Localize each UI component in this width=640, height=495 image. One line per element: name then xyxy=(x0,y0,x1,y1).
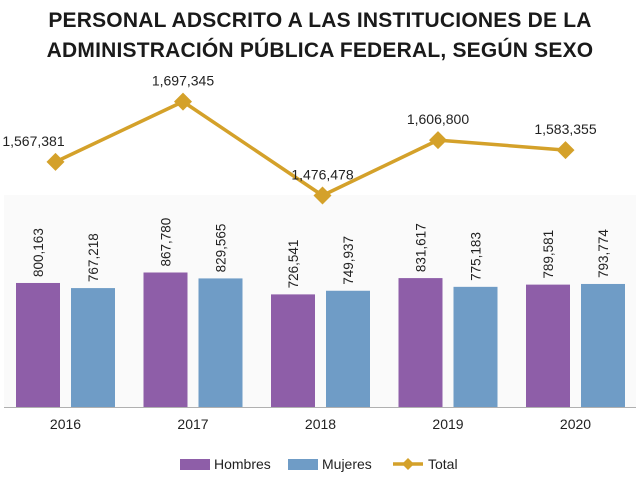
legend-label-hombres: Hombres xyxy=(214,456,271,472)
bar-mujeres-2020 xyxy=(581,283,625,407)
bar-hombres-2018 xyxy=(271,294,315,407)
bar-mujeres-2019 xyxy=(453,286,498,407)
total-marker-2018 xyxy=(313,186,332,205)
x-tick-label-2018: 2018 xyxy=(305,416,336,432)
data-label-hombres-2020: 789,581 xyxy=(541,230,556,279)
total-marker-2017 xyxy=(174,92,192,111)
total-marker-2019 xyxy=(429,131,447,150)
total-label-2018: 1,476,478 xyxy=(291,166,353,182)
chart-title: PERSONAL ADSCRITO A LAS INSTITUCIONES DE… xyxy=(0,6,640,66)
legend-label-total: Total xyxy=(428,456,458,472)
data-label-hombres-2019: 831,617 xyxy=(414,223,429,272)
total-label-2017: 1,697,345 xyxy=(152,73,214,89)
total-label-2020: 1,583,355 xyxy=(534,121,596,137)
bar-mujeres-2016 xyxy=(71,288,115,407)
x-tick-label-2019: 2019 xyxy=(432,416,463,432)
data-label-mujeres-2018: 749,937 xyxy=(341,236,356,285)
chart-title-line-1: PERSONAL ADSCRITO A LAS INSTITUCIONES DE… xyxy=(48,9,592,32)
total-marker-2020 xyxy=(556,141,575,160)
bar-hombres-2019 xyxy=(398,278,443,407)
data-label-hombres-2018: 726,541 xyxy=(286,240,301,289)
x-tick-label-2017: 2017 xyxy=(177,416,208,432)
legend-swatch-hombres xyxy=(180,459,210,470)
data-label-mujeres-2019: 775,183 xyxy=(469,232,484,281)
bar-mujeres-2017 xyxy=(198,278,243,407)
legend-swatch-mujeres xyxy=(288,459,318,470)
data-label-mujeres-2017: 829,565 xyxy=(214,224,229,273)
chart-title-line-2: ADMINISTRACIÓN PÚBLICA FEDERAL, SEGÚN SE… xyxy=(46,39,594,62)
data-label-hombres-2016: 800,163 xyxy=(31,228,46,277)
bar-hombres-2017 xyxy=(143,272,188,407)
data-label-mujeres-2020: 793,774 xyxy=(596,229,611,278)
legend-swatch-marker-total xyxy=(402,458,414,470)
x-tick-label-2020: 2020 xyxy=(560,416,591,432)
bar-hombres-2016 xyxy=(16,282,60,407)
total-label-2019: 1,606,800 xyxy=(407,111,469,127)
data-label-mujeres-2016: 767,218 xyxy=(86,233,101,282)
legend-label-mujeres: Mujeres xyxy=(322,456,372,472)
x-tick-label-2016: 2016 xyxy=(50,416,81,432)
total-label-2016: 1,567,381 xyxy=(2,133,64,149)
total-marker-2016 xyxy=(46,152,65,171)
bar-mujeres-2018 xyxy=(326,290,370,407)
bar-hombres-2020 xyxy=(526,284,570,407)
data-label-hombres-2017: 867,780 xyxy=(159,218,174,267)
